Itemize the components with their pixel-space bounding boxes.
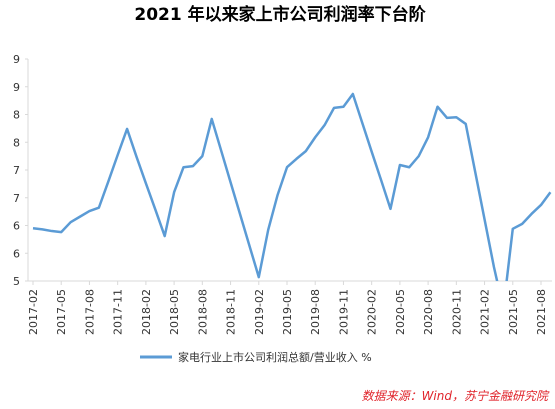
legend-label: 家电行业上市公司利润总额/营业收入 % [178, 350, 372, 364]
y-tick-label: 8 [13, 109, 20, 122]
chart-title: 2021 年以来家上市公司利润率下台阶 [134, 4, 426, 25]
y-tick-label: 6 [13, 247, 20, 260]
plot-area [32, 92, 552, 281]
x-tick-label: 2017-05 [55, 289, 68, 335]
x-tick-label: 2021-08 [535, 289, 548, 335]
line-series [32, 92, 552, 281]
x-tick-label: 2019-11 [337, 289, 350, 335]
x-tick-label: 2019-05 [281, 289, 294, 335]
x-tick-label: 2018-08 [196, 289, 209, 335]
y-tick-label: 7 [13, 164, 20, 177]
source-note: 数据来源：Wind，苏宁金融研究院 [362, 389, 550, 403]
x-tick-label: 2018-02 [140, 289, 153, 335]
x-tick-label: 2019-02 [253, 289, 266, 335]
x-tick-label: 2017-02 [27, 289, 40, 335]
x-tick-label: 2020-02 [366, 289, 379, 335]
x-tick-label: 2019-08 [309, 289, 322, 335]
x-tick-label: 2017-11 [112, 289, 125, 335]
x-tick-label: 2021-05 [507, 289, 520, 335]
x-tick-label: 2020-05 [394, 289, 407, 335]
x-tick-label: 2020-11 [450, 289, 463, 335]
x-tick-label: 2018-11 [225, 289, 238, 335]
y-tick-label: 9 [13, 81, 20, 94]
y-tick-label: 9 [13, 53, 20, 66]
y-tick-label: 7 [13, 192, 20, 205]
x-tick-label: 2017-08 [83, 289, 96, 335]
y-tick-label: 8 [13, 136, 20, 149]
x-tick-label: 2021-02 [479, 289, 492, 335]
y-tick-label: 6 [13, 220, 20, 233]
y-tick-label: 5 [13, 275, 20, 288]
x-tick-label: 2018-05 [168, 289, 181, 335]
x-tick-label: 2020-08 [422, 289, 435, 335]
